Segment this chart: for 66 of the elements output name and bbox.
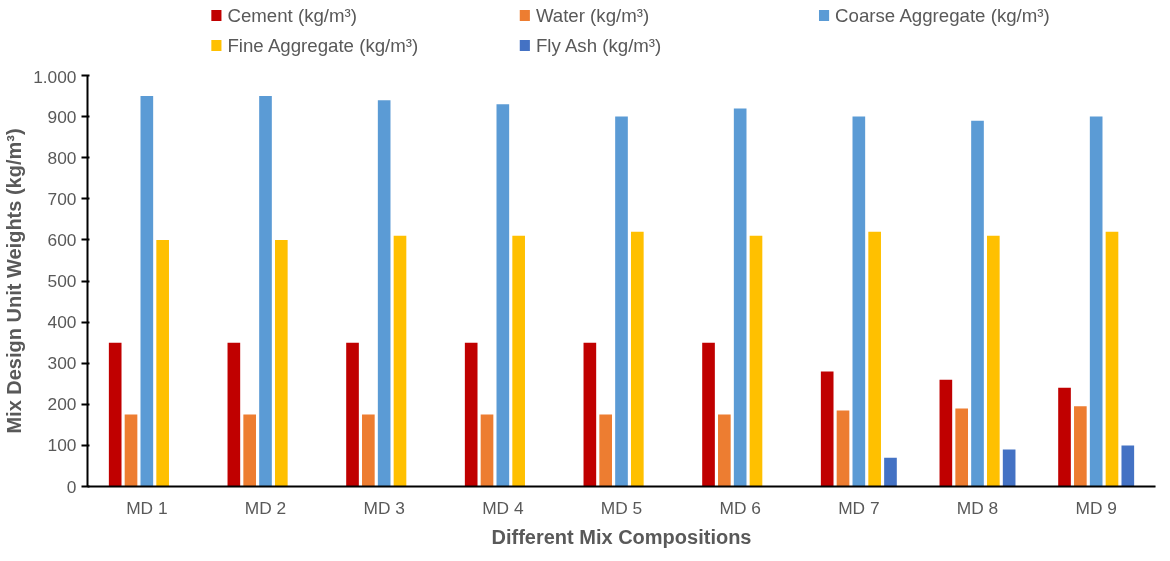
x-tick-label: MD 9 — [1075, 497, 1117, 518]
bar — [1074, 406, 1087, 487]
x-tick-label: MD 4 — [482, 497, 524, 518]
bar — [939, 379, 953, 487]
bar — [480, 414, 494, 487]
bar — [346, 342, 359, 487]
bar — [820, 371, 834, 487]
bar — [583, 342, 597, 487]
bar — [749, 235, 763, 487]
y-tick-label: 1.000 — [33, 66, 77, 87]
bar — [140, 96, 154, 487]
y-tick-label: 100 — [47, 435, 77, 456]
legend-label: Coarse Aggregate (kg/m³) — [835, 5, 1050, 26]
x-tick-label: MD 7 — [838, 497, 880, 518]
bar — [512, 235, 525, 487]
bar — [274, 239, 288, 487]
x-tick-label: MD 2 — [244, 497, 287, 518]
bar — [1058, 387, 1071, 487]
bar — [852, 116, 866, 487]
y-axis-title: Mix Design Unit Weights (kg/m³) — [3, 128, 26, 434]
bar — [868, 231, 881, 487]
legend-label: Cement (kg/m³) — [227, 5, 358, 26]
bar — [496, 104, 510, 487]
x-tick-label: MD 6 — [719, 497, 761, 518]
bar — [464, 342, 478, 487]
bar — [630, 231, 644, 487]
x-tick-label: MD 1 — [126, 497, 168, 518]
bar — [955, 408, 969, 487]
bar — [884, 457, 897, 487]
bar — [971, 120, 984, 487]
y-tick-label: 800 — [47, 147, 77, 168]
bar — [1089, 116, 1103, 487]
bar — [1121, 445, 1135, 487]
x-tick-label: MD 8 — [956, 497, 999, 518]
x-tick-label: MD 3 — [363, 497, 405, 518]
bar — [362, 414, 375, 487]
y-tick-label: 700 — [47, 188, 77, 209]
y-tick-label: 0 — [66, 476, 77, 497]
bar — [1002, 449, 1016, 487]
bar — [227, 342, 241, 487]
y-tick-label: 600 — [47, 229, 77, 250]
bar — [259, 96, 272, 487]
y-tick-label: 200 — [47, 394, 77, 415]
bar — [108, 342, 122, 487]
bar — [718, 414, 731, 487]
bar — [986, 235, 1000, 487]
y-tick-label: 900 — [47, 106, 77, 127]
bar — [702, 342, 715, 487]
bar — [733, 108, 747, 487]
legend-label: Fine Aggregate (kg/m³) — [227, 35, 419, 56]
bar — [599, 414, 613, 487]
y-tick-label: 400 — [47, 312, 77, 333]
bar — [156, 239, 169, 487]
bar — [393, 235, 407, 487]
legend-label: Water (kg/m³) — [535, 5, 650, 26]
bar — [1105, 231, 1119, 487]
y-tick-label: 500 — [47, 271, 77, 291]
legend-label: Fly Ash (kg/m³) — [535, 35, 662, 56]
bar — [124, 414, 138, 487]
x-tick-label: MD 5 — [600, 497, 643, 518]
bar — [243, 414, 257, 487]
bar — [836, 410, 850, 487]
bar — [615, 116, 628, 487]
y-tick-label: 300 — [47, 353, 77, 374]
bar — [377, 100, 391, 487]
x-axis-title: Different Mix Compositions — [491, 525, 752, 548]
